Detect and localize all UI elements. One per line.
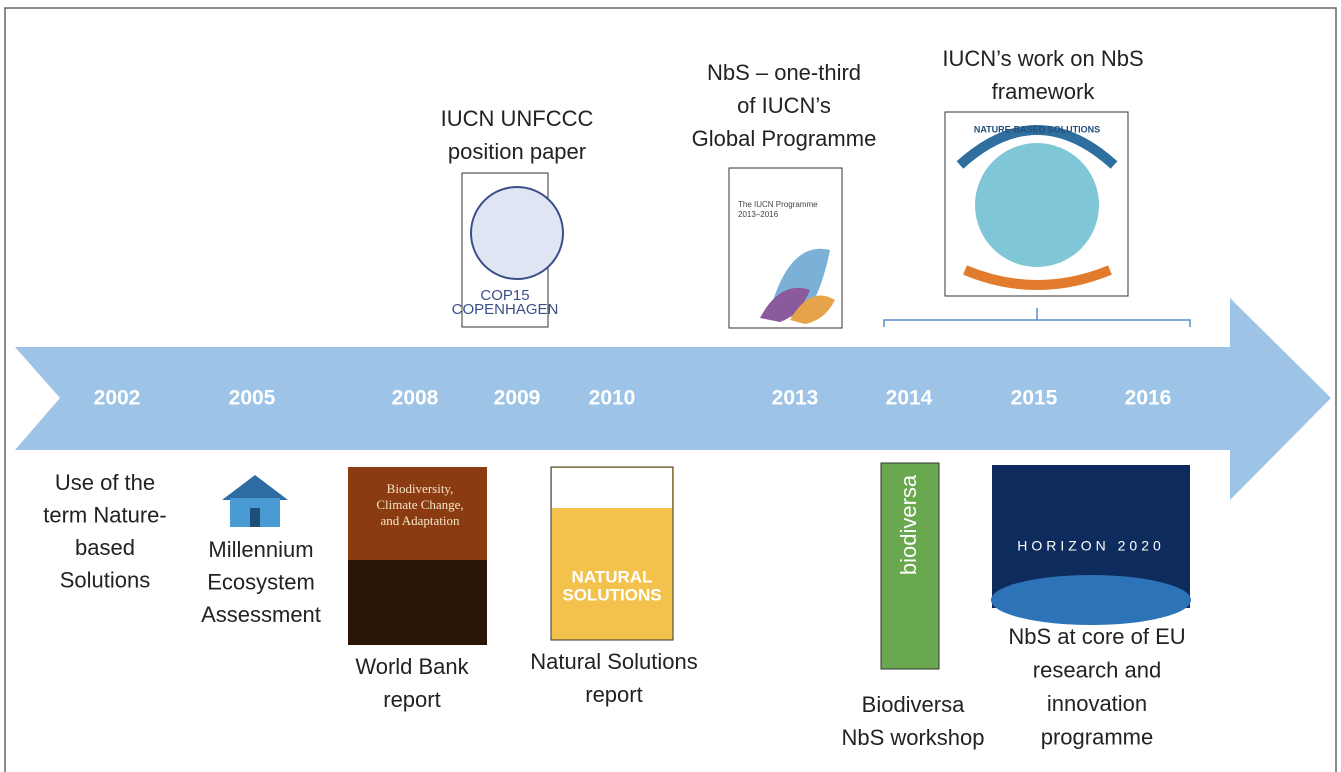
image-text: The IUCN Programme — [738, 200, 818, 209]
cover-shade — [348, 560, 487, 645]
event-label: of IUCN’s — [737, 93, 831, 118]
image-text: Climate Change, — [376, 497, 463, 512]
image-text: NATURAL — [572, 567, 653, 586]
event-label: IUCN’s work on NbS — [942, 46, 1143, 71]
event-label: NbS at core of EU — [1008, 624, 1185, 649]
timeline-diagram: 2002 2005 2008 2009 2010 2013 2014 2015 2016 Use … — [0, 0, 1341, 772]
image-text: COPENHAGEN — [452, 301, 559, 318]
event-label: Solutions — [60, 567, 151, 592]
event-label: position paper — [448, 139, 586, 164]
year: 2015 — [1011, 387, 1058, 410]
event-label: Natural Solutions — [530, 649, 698, 674]
event-label: NbS workshop — [841, 725, 984, 750]
event-label: based — [75, 535, 135, 560]
event-label: NbS – one-third — [707, 60, 861, 85]
year: 2013 — [772, 387, 819, 410]
horizon-glow — [991, 575, 1191, 625]
event-label: programme — [1041, 724, 1153, 749]
event-label: term Nature- — [43, 502, 166, 527]
event-label: report — [383, 687, 440, 712]
year: 2005 — [229, 387, 276, 410]
year: 2002 — [94, 387, 141, 410]
cover-top — [552, 468, 672, 508]
house-icon — [222, 475, 288, 527]
event-label: IUCN UNFCCC — [441, 106, 594, 131]
event-label: Global Programme — [692, 126, 877, 151]
image-text: NATURE-BASED SOLUTIONS — [974, 124, 1100, 134]
image-text: Biodiversity, — [387, 481, 454, 496]
nbs-circle — [975, 143, 1099, 267]
image-text: SOLUTIONS — [562, 585, 661, 604]
year: 2010 — [589, 387, 636, 410]
image-text: HORIZON 2020 — [1017, 538, 1165, 554]
event-label: Biodiversa — [862, 692, 965, 717]
year: 2008 — [392, 387, 439, 410]
year: 2016 — [1125, 387, 1172, 410]
event-label: report — [585, 682, 642, 707]
image-text: 2013–2016 — [738, 210, 779, 219]
year: 2009 — [494, 387, 541, 410]
bracket — [884, 308, 1190, 327]
event-label: Assessment — [201, 602, 321, 627]
image-text: biodiversa — [896, 474, 921, 575]
event-label: World Bank — [355, 654, 469, 679]
event-label: Millennium — [208, 537, 313, 562]
event-label: framework — [992, 79, 1096, 104]
event-label: Ecosystem — [207, 569, 315, 594]
event-label: research and — [1033, 657, 1161, 682]
cop15-globe — [471, 187, 563, 279]
year: 2014 — [886, 387, 933, 410]
event-label: Use of the — [55, 470, 155, 495]
image-text: and Adaptation — [380, 513, 460, 528]
event-label: innovation — [1047, 691, 1147, 716]
